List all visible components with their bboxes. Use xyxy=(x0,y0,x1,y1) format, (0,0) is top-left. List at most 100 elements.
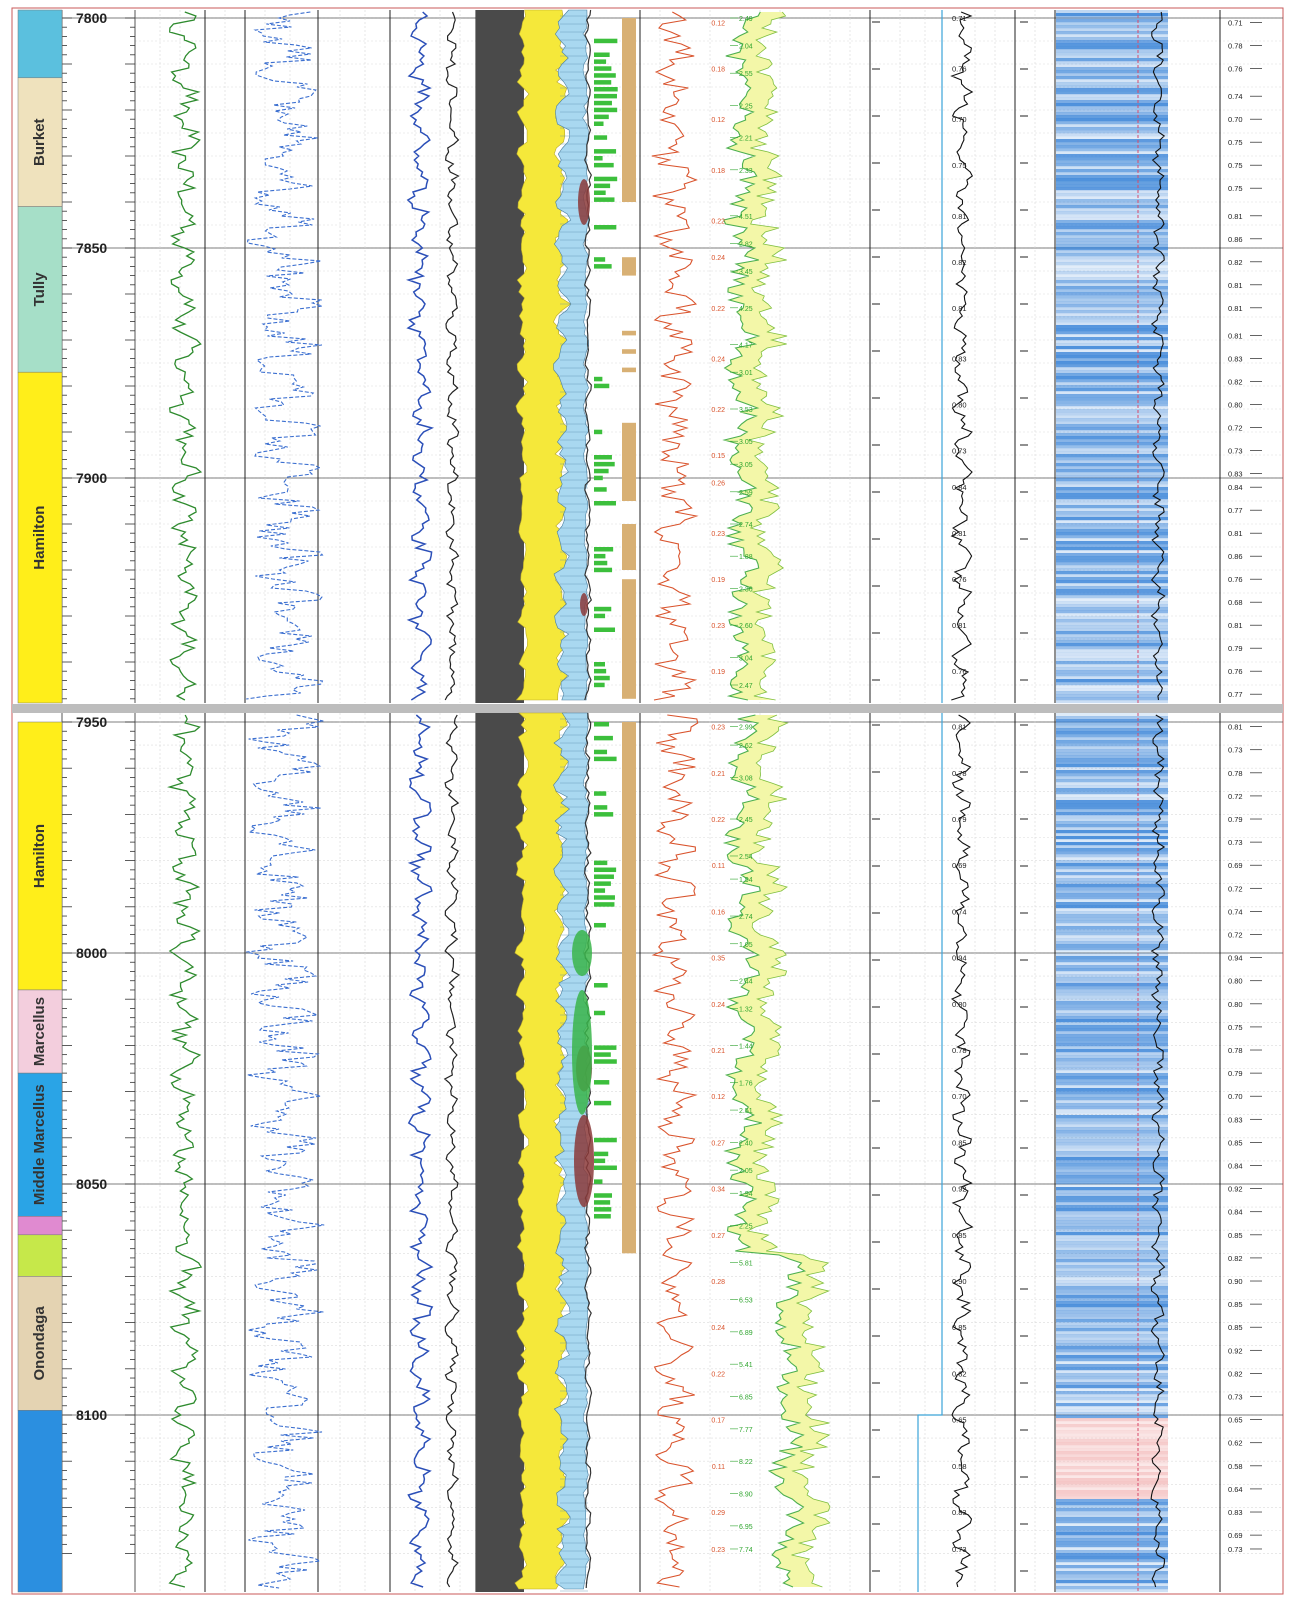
image-band xyxy=(1056,580,1168,584)
formation-block xyxy=(17,721,63,991)
image-band xyxy=(1056,31,1168,35)
image-band xyxy=(1056,848,1168,852)
reservoir-flag-bar xyxy=(622,349,636,354)
right-track-label: 0.78 xyxy=(1228,769,1243,778)
image-band xyxy=(1056,1529,1168,1533)
right-track-label: 0.84 xyxy=(1228,1162,1243,1171)
right-track-label: 0.65 xyxy=(1228,1416,1243,1425)
image-band xyxy=(1056,283,1168,287)
image-band xyxy=(1056,1298,1168,1302)
right-track-label: 0.84 xyxy=(1228,1208,1243,1217)
image-band xyxy=(1056,73,1168,77)
image-band xyxy=(1056,361,1168,365)
image-band xyxy=(1056,130,1168,134)
image-band xyxy=(1056,64,1168,68)
image-band xyxy=(1056,370,1168,374)
saturation-label: 0.83 xyxy=(952,354,967,363)
formation-label: Hamilton xyxy=(31,824,48,888)
porosity-curve xyxy=(651,11,699,701)
image-band xyxy=(1056,905,1168,909)
image-band xyxy=(1056,824,1168,828)
mineral-label: 1.94 xyxy=(739,877,753,884)
pay-flag-bar xyxy=(594,867,617,873)
image-band xyxy=(1056,716,1168,720)
image-band xyxy=(1056,1517,1168,1521)
image-band xyxy=(1056,646,1168,650)
right-track-label: 0.81 xyxy=(1228,331,1243,340)
image-band xyxy=(1056,1466,1168,1470)
mineral-label: 1.88 xyxy=(739,554,753,561)
saturation-label: 0.73 xyxy=(952,1545,967,1554)
image-band xyxy=(1056,388,1168,392)
mineral-label: 4.17 xyxy=(739,343,753,350)
mineral-label: 2.74 xyxy=(739,522,753,529)
mineral-label: 2.45 xyxy=(739,817,753,824)
image-band xyxy=(1056,1358,1168,1362)
image-band xyxy=(1056,67,1168,71)
image-band xyxy=(1056,806,1168,810)
image-band xyxy=(1056,445,1168,449)
image-band xyxy=(1056,568,1168,572)
image-band xyxy=(1056,394,1168,398)
image-band xyxy=(1056,1565,1168,1569)
image-band xyxy=(1056,1451,1168,1455)
pay-flag-bar xyxy=(594,1158,606,1164)
formation-label: Tully xyxy=(31,272,48,307)
image-band xyxy=(1056,610,1168,614)
right-track-label: 0.78 xyxy=(1228,42,1243,51)
image-band xyxy=(1056,1058,1168,1062)
saturation-label: 0.92 xyxy=(952,1185,967,1194)
mineral-label: 3.45 xyxy=(739,269,753,276)
image-band xyxy=(1056,1004,1168,1008)
mineral-curve xyxy=(722,11,761,701)
image-band xyxy=(1056,658,1168,662)
porosity-label: 0.24 xyxy=(711,356,725,363)
image-band xyxy=(1056,1148,1168,1152)
lithology-edge xyxy=(584,9,592,701)
image-band xyxy=(1056,1022,1168,1026)
image-band xyxy=(1056,932,1168,936)
image-band xyxy=(1056,484,1168,488)
right-track-label: 0.81 xyxy=(1228,723,1243,732)
right-track-label: 0.70 xyxy=(1228,1092,1243,1101)
pay-flag-bar xyxy=(594,749,608,755)
mineral-label: 2.59 xyxy=(739,490,753,497)
image-band xyxy=(1056,839,1168,843)
right-track-label: 0.73 xyxy=(1228,838,1243,847)
image-band xyxy=(1056,1373,1168,1377)
image-band xyxy=(1056,1292,1168,1296)
image-band xyxy=(1056,1523,1168,1527)
image-band xyxy=(1056,851,1168,855)
image-band xyxy=(1056,1112,1168,1116)
image-band xyxy=(1056,541,1168,545)
image-band xyxy=(1056,697,1168,701)
mineral-label: 1.76 xyxy=(739,1080,753,1087)
mineral-label: 2.21 xyxy=(739,136,753,143)
image-band xyxy=(1056,800,1168,804)
image-band xyxy=(1056,223,1168,227)
image-band xyxy=(1056,1355,1168,1359)
image-band xyxy=(1056,271,1168,275)
image-band xyxy=(1056,1304,1168,1308)
lithology-shale xyxy=(476,10,524,703)
formation-block xyxy=(17,1410,63,1593)
image-band xyxy=(1056,1316,1168,1320)
image-band xyxy=(1056,526,1168,530)
image-band xyxy=(1056,142,1168,146)
image-band xyxy=(1056,571,1168,575)
image-band xyxy=(1056,1331,1168,1335)
image-band xyxy=(1056,920,1168,924)
image-band xyxy=(1056,869,1168,873)
image-band xyxy=(1056,298,1168,302)
image-band xyxy=(1056,256,1168,260)
pay-flag-bar xyxy=(594,59,607,64)
image-band xyxy=(1056,1391,1168,1395)
image-band xyxy=(1056,469,1168,473)
pay-flag-bar xyxy=(594,553,606,559)
image-band xyxy=(1056,547,1168,551)
right-track-label: 0.73 xyxy=(1228,446,1243,455)
image-band xyxy=(1056,691,1168,695)
pay-flag-bar xyxy=(594,197,615,202)
image-band xyxy=(1056,1190,1168,1194)
formation-block xyxy=(17,371,63,704)
